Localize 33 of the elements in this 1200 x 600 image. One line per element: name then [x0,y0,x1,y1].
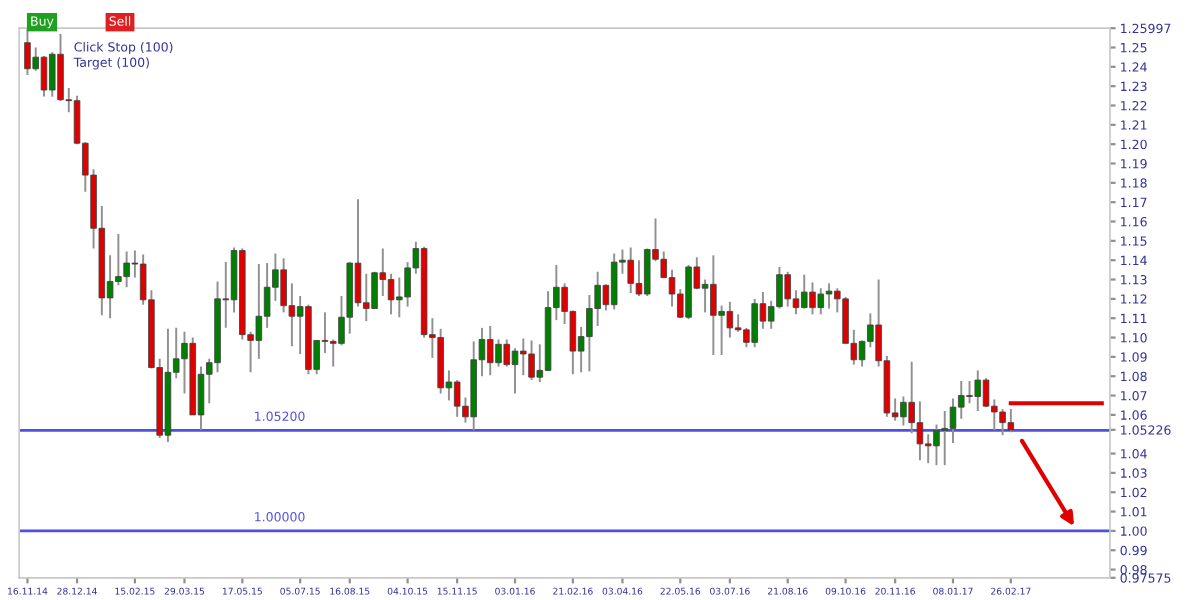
candlestick [825,282,833,310]
candlestick [809,281,816,316]
candlestick [371,270,378,310]
candlestick [453,379,461,418]
candlestick [933,423,940,467]
candlestick [800,273,808,310]
candlestick [503,338,511,368]
candlestick [57,32,64,103]
candlestick [974,369,982,412]
candlestick [49,51,56,98]
candlestick [1007,408,1015,434]
candlestick [751,297,758,349]
candlestick [643,247,651,297]
candlestick [520,337,527,377]
candlestick [966,380,973,405]
candlestick [123,250,130,289]
candlestick [627,246,634,295]
candlestick [941,410,948,467]
candlestick [24,28,31,76]
candlestick [710,254,717,356]
candlestick [511,347,519,395]
candlestick [949,397,957,444]
candlestick [387,272,395,316]
candlestick [817,287,825,316]
candlestick [784,270,791,308]
candlestick [486,324,494,377]
candlestick [40,55,48,98]
candlestick [280,257,287,314]
candlestick [610,252,618,311]
candlestick [999,408,1006,437]
candlestick [528,339,535,382]
candlestick [900,395,907,427]
candlestick [495,338,502,368]
